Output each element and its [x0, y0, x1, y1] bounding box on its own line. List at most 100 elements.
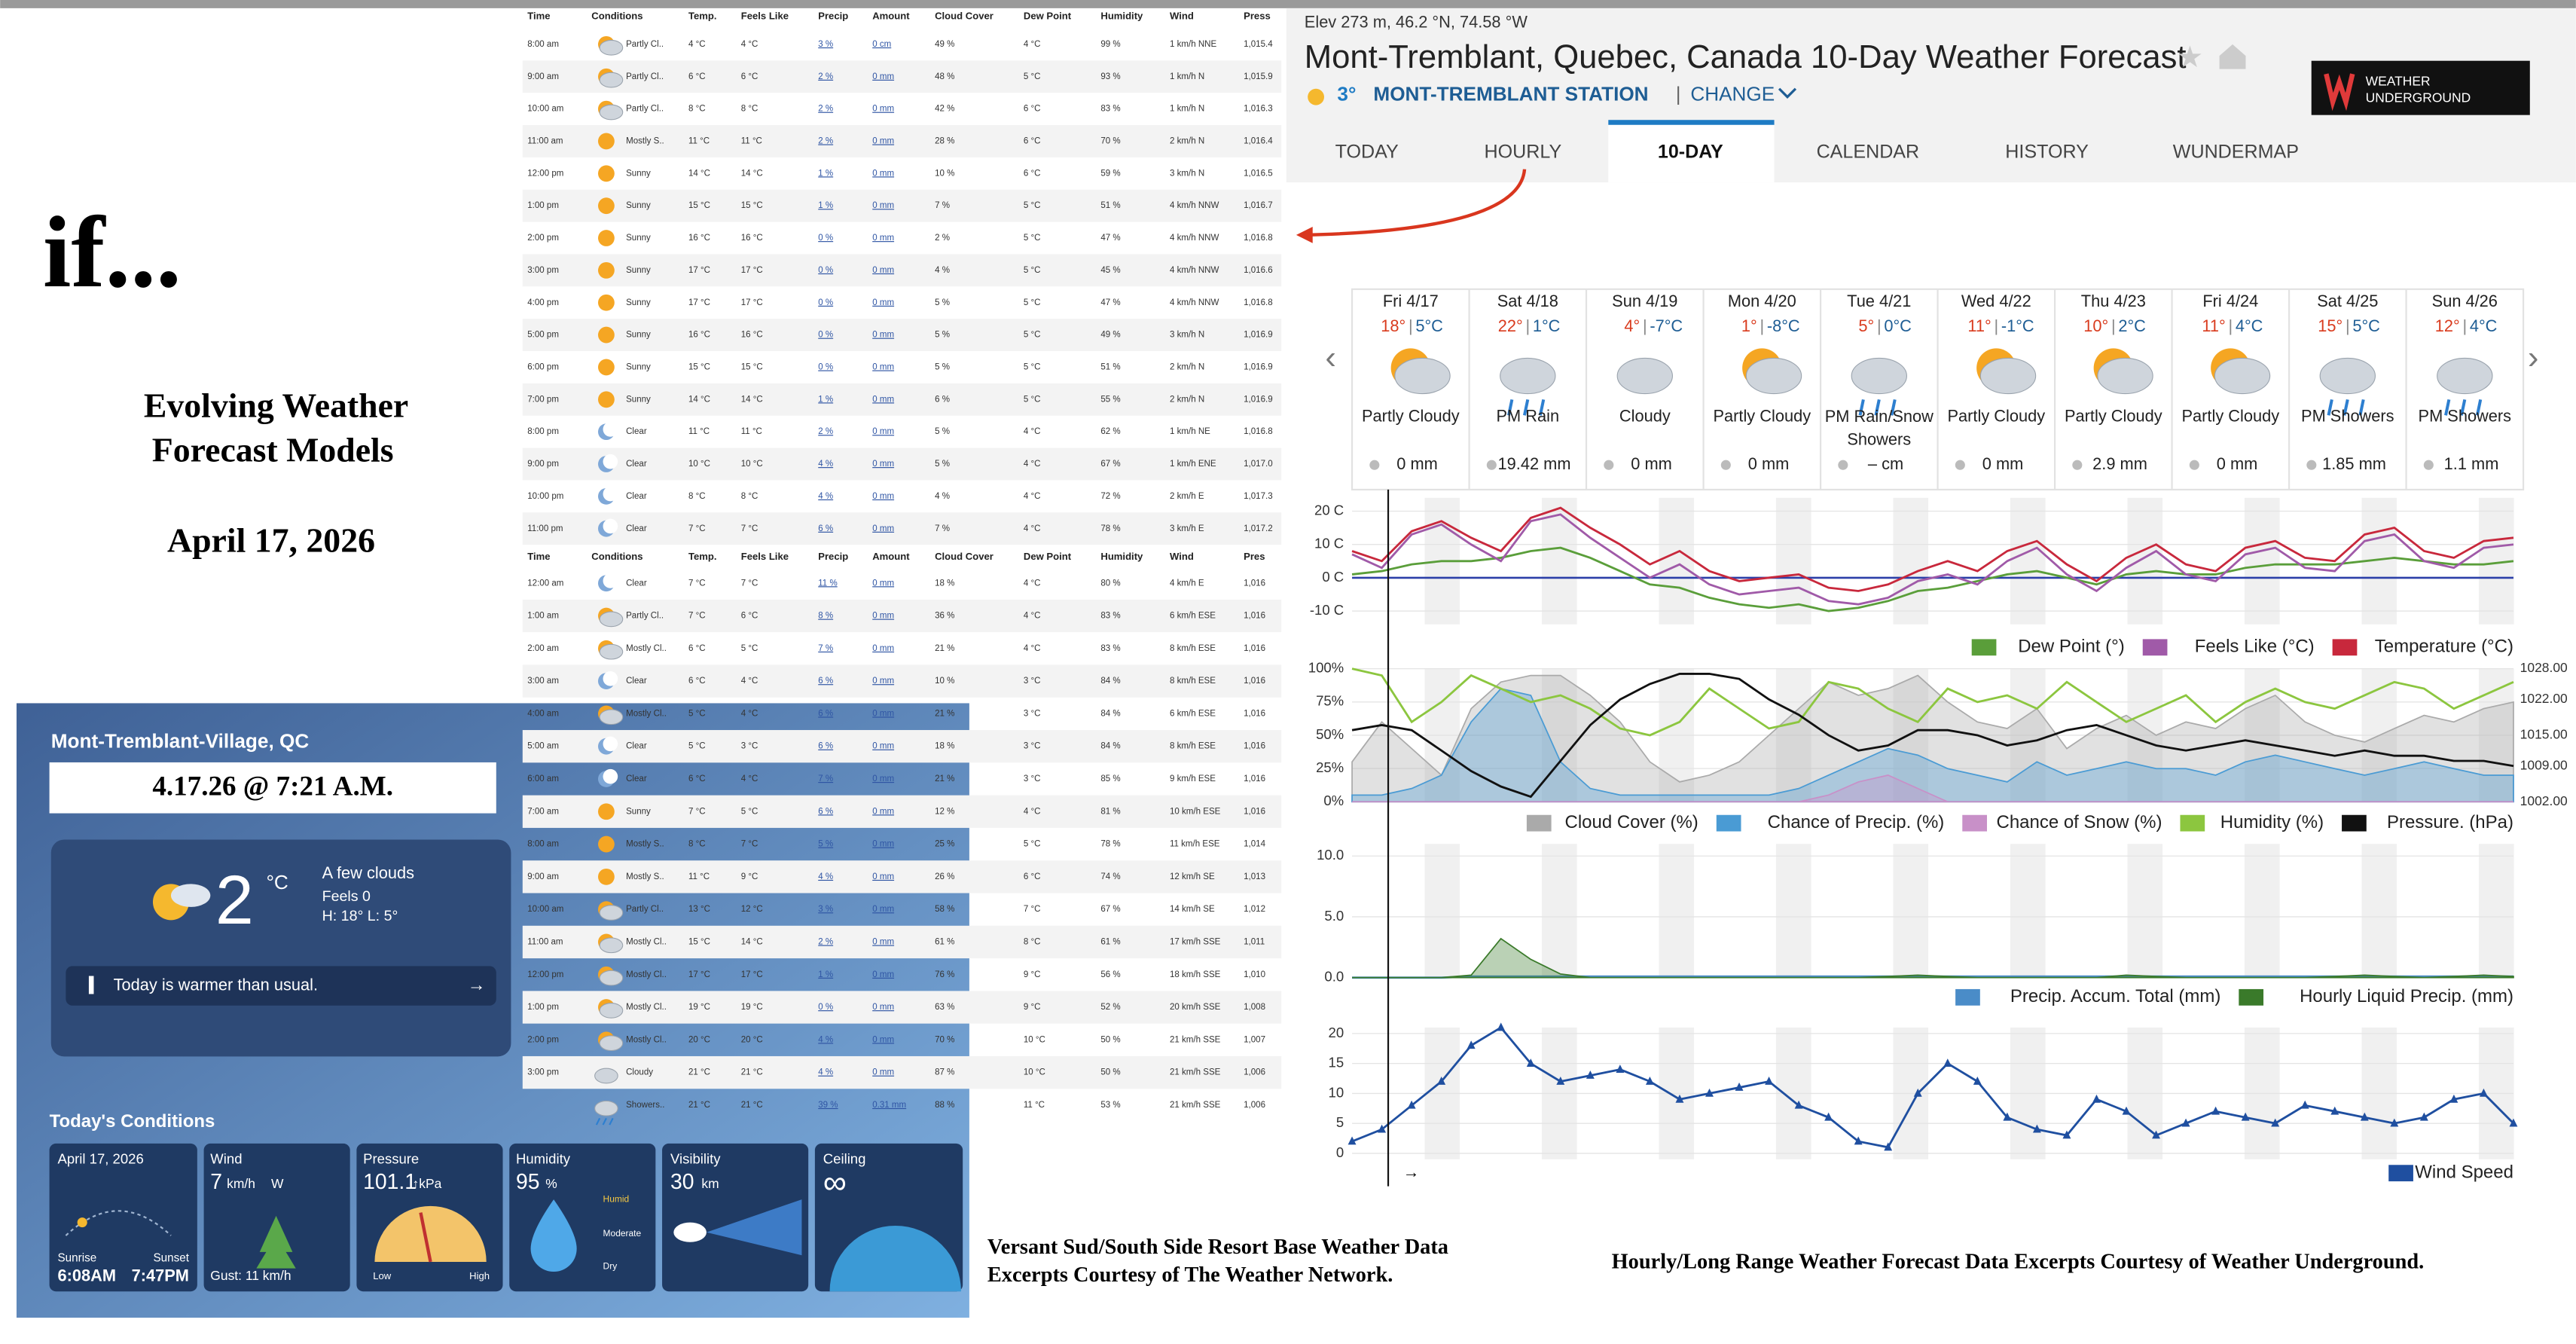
tab[interactable]: HOURLY — [1485, 141, 1562, 162]
cell[interactable]: 0 mm — [872, 266, 894, 275]
note-arrow[interactable]: → — [468, 975, 486, 995]
cell[interactable]: 11 % — [818, 579, 837, 588]
cell[interactable]: 0 cm — [872, 40, 891, 49]
cell[interactable]: 0 mm — [872, 807, 894, 816]
tab[interactable]: HISTORY — [2005, 141, 2089, 162]
change-link[interactable]: CHANGE — [1690, 82, 1775, 105]
cell[interactable]: 3 % — [818, 40, 833, 49]
cell[interactable]: 0 mm — [872, 460, 894, 469]
cell[interactable]: 0 mm — [872, 840, 894, 849]
cell[interactable]: 4 % — [818, 1035, 833, 1044]
cell[interactable]: 0 mm — [872, 331, 894, 340]
cell[interactable]: 0 mm — [872, 709, 894, 718]
cell[interactable]: 0 mm — [872, 872, 894, 881]
cell[interactable]: 2 % — [818, 136, 833, 145]
cell[interactable]: 0 mm — [872, 427, 894, 436]
cell[interactable]: 0 mm — [872, 742, 894, 751]
cell[interactable]: 0 mm — [872, 937, 894, 946]
cell[interactable]: 4 % — [818, 872, 833, 881]
cell[interactable]: 6 % — [818, 742, 833, 751]
chevron[interactable] — [1778, 87, 1797, 99]
tile-date: April 17, 2026 — [57, 1151, 143, 1167]
day-date[interactable]: Wed 4/22 — [1961, 292, 2031, 310]
cell[interactable]: 0 mm — [872, 362, 894, 371]
day-date[interactable]: Tue 4/21 — [1847, 292, 1911, 310]
cell[interactable]: 6 % — [818, 807, 833, 816]
cell[interactable]: 0 mm — [872, 970, 894, 979]
cell[interactable]: 1 % — [818, 395, 833, 404]
cell[interactable]: 6 % — [818, 524, 833, 533]
cell[interactable]: 0 mm — [872, 1068, 894, 1077]
cell[interactable]: 1 % — [818, 201, 833, 210]
cell[interactable]: 5 % — [818, 840, 833, 849]
cell[interactable]: 0 mm — [872, 1035, 894, 1044]
cell[interactable]: 1 % — [818, 169, 833, 178]
cell: 9:00 pm — [527, 460, 559, 469]
cell[interactable]: 0 mm — [872, 72, 894, 81]
cell[interactable]: 1 % — [818, 970, 833, 979]
cell[interactable]: 7 % — [818, 644, 833, 653]
cell[interactable]: 0 % — [818, 362, 833, 371]
row-bg — [522, 730, 1282, 763]
cell[interactable]: 0 mm — [872, 105, 894, 114]
cell[interactable]: 6 % — [818, 709, 833, 718]
cell[interactable]: 0 mm — [872, 579, 894, 588]
cell[interactable]: 2 % — [818, 937, 833, 946]
cell[interactable]: 6 % — [818, 677, 833, 686]
row-bg — [522, 512, 1282, 545]
cell[interactable]: 0 mm — [872, 136, 894, 145]
tab[interactable]: 10-DAY — [1658, 141, 1723, 162]
cell[interactable]: 2 % — [818, 72, 833, 81]
day-date[interactable]: Sun 4/19 — [1612, 292, 1677, 310]
day-date[interactable]: Sat 4/25 — [2317, 292, 2378, 310]
cell[interactable]: 7 % — [818, 774, 833, 783]
cell[interactable]: 0 % — [818, 331, 833, 340]
cell[interactable]: 0 % — [818, 1003, 833, 1012]
cell[interactable]: 0 mm — [872, 677, 894, 686]
day-date[interactable]: Fri 4/17 — [1383, 292, 1439, 310]
day-date[interactable]: Thu 4/23 — [2081, 292, 2146, 310]
cell[interactable]: 8 % — [818, 612, 833, 621]
cell[interactable]: 0 mm — [872, 201, 894, 210]
cell[interactable]: 0 mm — [872, 1003, 894, 1012]
next-arrow[interactable]: › — [2528, 340, 2539, 376]
day-date[interactable]: Sat 4/18 — [1497, 292, 1558, 310]
note-bar[interactable] — [66, 966, 496, 1006]
cell: 21 % — [935, 774, 954, 783]
cell[interactable]: 39 % — [818, 1101, 838, 1110]
cell[interactable]: 0 % — [818, 266, 833, 275]
row-bg — [522, 1055, 1282, 1089]
cell[interactable]: 0 mm — [872, 612, 894, 621]
prev-arrow[interactable]: ‹ — [1325, 340, 1336, 376]
cell[interactable]: 2 % — [818, 105, 833, 114]
cell[interactable]: 0 mm — [872, 234, 894, 243]
cell[interactable]: 0 mm — [872, 644, 894, 653]
cell[interactable]: 3 % — [818, 905, 833, 914]
cell[interactable]: 2 % — [818, 427, 833, 436]
cell[interactable]: 0 mm — [872, 905, 894, 914]
cell: Showers.. — [626, 1101, 664, 1110]
cell[interactable]: 0 mm — [872, 774, 894, 783]
cell[interactable]: 4 % — [818, 492, 833, 501]
tab[interactable]: CALENDAR — [1817, 141, 1920, 162]
cell[interactable]: 0 mm — [872, 524, 894, 533]
star-icon[interactable]: ★ — [2177, 41, 2203, 74]
night-band — [2361, 844, 2397, 978]
cell[interactable]: 0 mm — [872, 169, 894, 178]
cell[interactable]: 0 mm — [872, 395, 894, 404]
day-date[interactable]: Mon 4/20 — [1728, 292, 1796, 310]
precip-drop — [1720, 460, 1731, 470]
column-header: Cloud Cover — [935, 10, 993, 21]
cell[interactable]: 0 mm — [872, 492, 894, 501]
cell[interactable]: 4 % — [818, 1068, 833, 1077]
cell[interactable]: 0 % — [818, 298, 833, 307]
day-date[interactable]: Fri 4/24 — [2202, 292, 2258, 310]
tab[interactable]: WUNDERMAP — [2173, 141, 2299, 162]
cell[interactable]: 4 % — [818, 460, 833, 469]
day-date[interactable]: Sun 4/26 — [2432, 292, 2498, 310]
cell[interactable]: 0.31 mm — [872, 1101, 906, 1110]
tab[interactable]: TODAY — [1335, 141, 1399, 162]
home-icon[interactable] — [2219, 44, 2246, 69]
cell[interactable]: 0 % — [818, 234, 833, 243]
cell[interactable]: 0 mm — [872, 298, 894, 307]
